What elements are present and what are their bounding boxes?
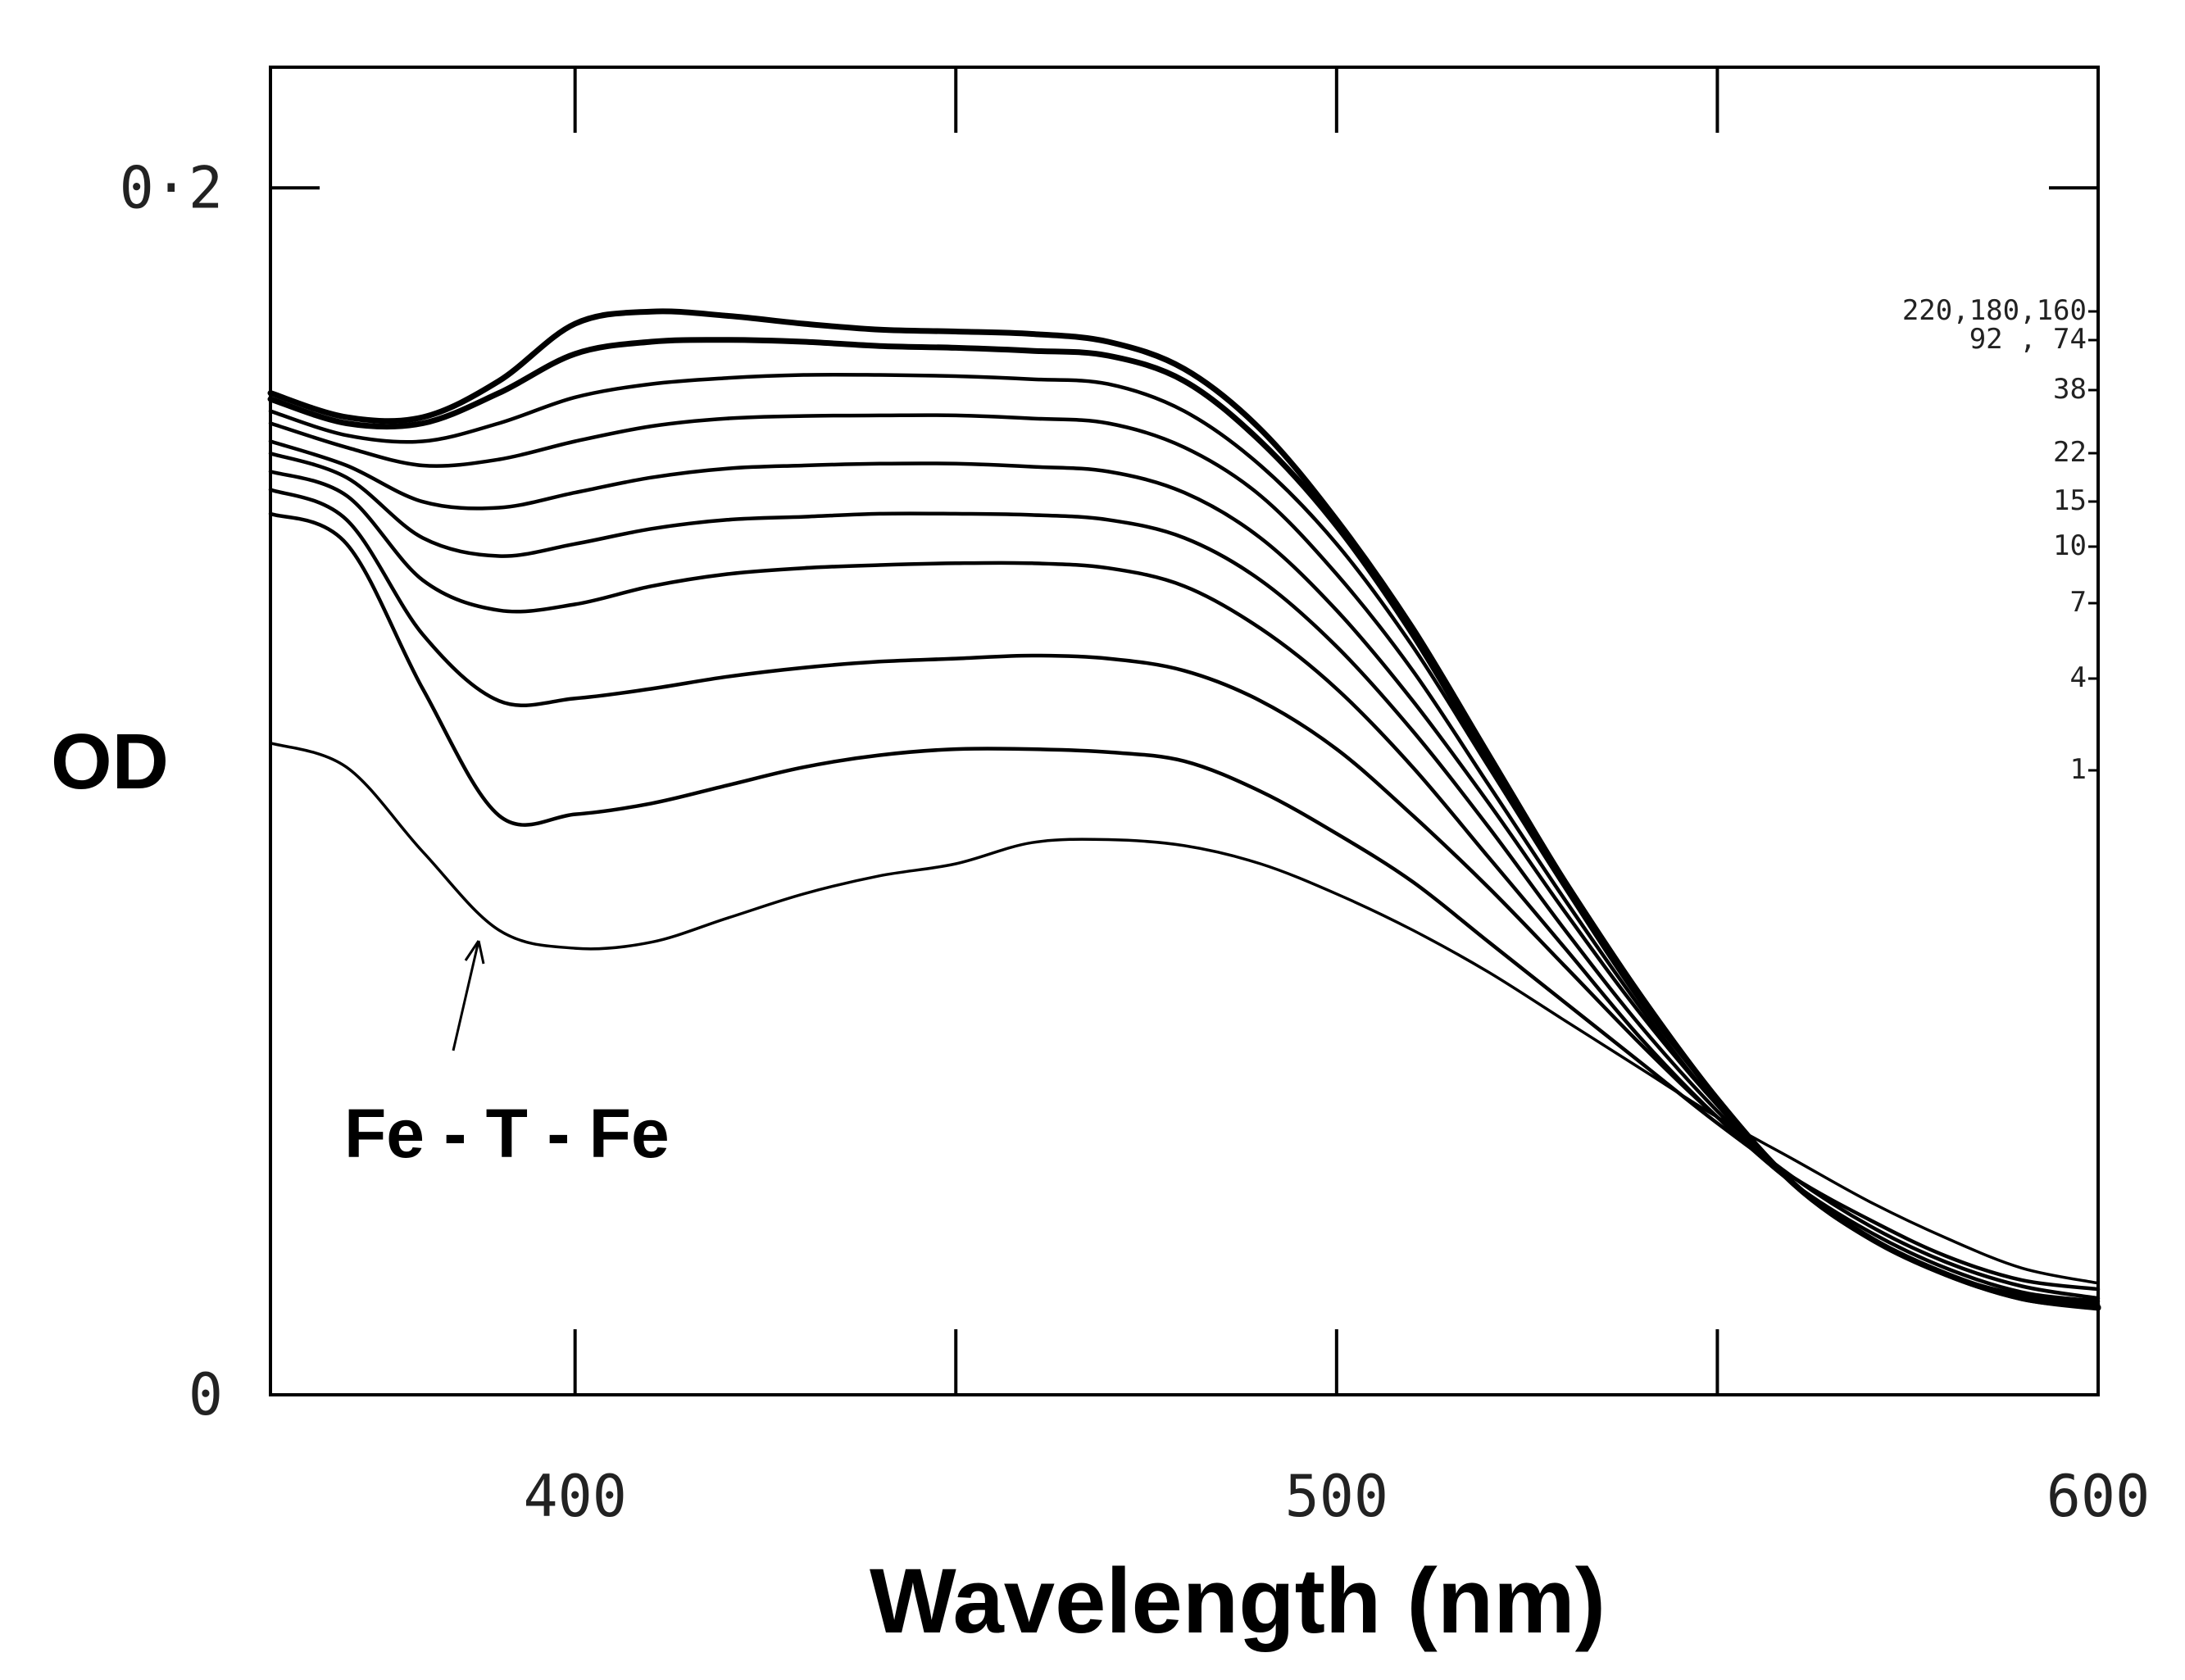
annotation-arrow — [452, 940, 480, 1051]
series-label: 22 — [2053, 436, 2087, 469]
x-ticks: 400 500 600 — [523, 67, 2150, 1530]
series-line — [268, 488, 2101, 1301]
annotation-label: Fe - T - Fe — [344, 1095, 670, 1172]
series-label: 38 — [2053, 373, 2087, 406]
series-label: 92 , 74 — [1969, 323, 2087, 356]
x-tick-label: 600 — [2046, 1463, 2150, 1530]
series-label: 4 — [2070, 661, 2087, 694]
annotation-arrowhead — [464, 940, 485, 965]
series-label: 15 — [2053, 484, 2087, 517]
series-label: 10 — [2053, 529, 2087, 562]
y-ticks: 0 0·2 — [120, 154, 2098, 1428]
series-line — [267, 308, 2101, 1311]
plot-frame — [269, 66, 2100, 1396]
x-tick-label: 500 — [1285, 1463, 1388, 1530]
y-axis-title: OD — [51, 718, 169, 806]
y-tick-label: 0 — [189, 1361, 223, 1428]
series-label: 220,180,160 — [1902, 294, 2087, 327]
series-lines — [267, 308, 2101, 1311]
series-label: 7 — [2070, 586, 2087, 619]
series-label: 1 — [2070, 753, 2087, 786]
x-tick-label: 400 — [523, 1463, 626, 1530]
series-line — [268, 511, 2101, 1292]
series-line — [269, 741, 2100, 1285]
x-axis-title: Wavelength (nm) — [870, 1550, 1606, 1652]
y-tick-label: 0·2 — [120, 154, 223, 221]
